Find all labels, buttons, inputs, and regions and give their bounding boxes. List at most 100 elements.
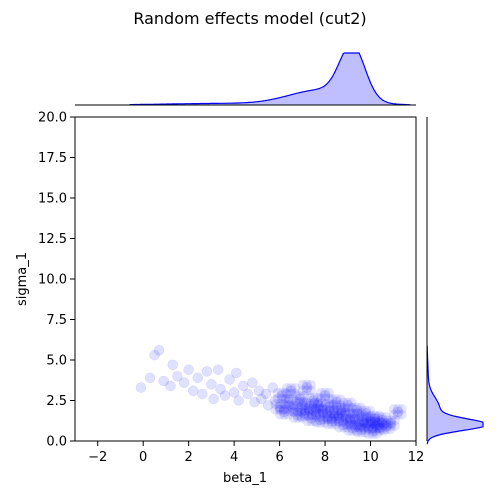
scatter-point [315,387,326,398]
scatter-point [306,413,317,424]
scatter-point [346,397,357,408]
scatter-point [288,407,299,418]
scatter-point [153,345,165,356]
scatter-point [363,424,374,435]
scatter-point [304,406,315,417]
scatter-point [303,411,314,422]
scatter-point [212,364,224,375]
scatter-point [287,403,299,414]
scatter-point [351,425,362,436]
scatter-point [333,416,344,427]
scatter-point [283,404,294,415]
scatter-point [367,424,378,435]
scatter-point [365,419,376,430]
scatter-point [280,387,291,398]
scatter-point [288,412,299,423]
scatter-point [302,410,313,421]
scatter-point [242,388,254,400]
scatter-point [351,404,363,416]
scatter-point [285,388,296,399]
scatter-point [359,418,370,429]
scatter-point [313,397,324,408]
scatter-point [338,419,349,431]
scatter-point [340,408,351,419]
scatter-point [351,402,362,413]
scatter-point [358,417,369,428]
scatter-point [378,425,389,436]
scatter-point [315,404,326,415]
scatter-point [304,392,315,403]
scatter-point [354,416,365,427]
scatter-point [329,410,340,421]
scatter-point [313,403,324,414]
scatter-point [310,416,321,427]
scatter-point [376,414,388,426]
scatter-point [356,424,367,435]
scatter-point [312,400,324,411]
scatter-point [355,408,366,419]
scatter-point [376,417,387,428]
scatter-point [315,412,326,423]
scatter-point [344,412,355,423]
scatter-point [392,409,403,420]
x-tick-label: −2 [88,450,107,465]
scatter-point [333,413,344,424]
scatter-point [361,419,372,430]
scatter-point [355,402,366,413]
scatter-point [333,411,344,422]
scatter-point [275,404,286,415]
scatter-point [388,409,399,420]
y-tick-label: 0.0 [46,435,67,450]
scatter-point [262,400,274,411]
scatter-point [299,411,310,422]
y-axis-label: sigma_1 [15,252,30,306]
scatter-point [347,420,358,431]
scatter-point [228,387,240,398]
scatter-point [396,404,407,415]
scatter-point [288,400,299,411]
scatter-point [317,404,329,416]
scatter-point [172,370,183,382]
scatter-point [380,417,391,428]
scatter-point [360,408,372,419]
scatter-point [371,429,382,440]
scatter-point [363,418,374,429]
scatter-point [370,425,381,436]
scatter-point [363,421,374,432]
scatter-point [340,402,351,413]
scatter-point [319,417,330,428]
scatter-point [329,405,340,416]
scatter-point [331,408,342,419]
x-tick-label: 0 [139,450,147,465]
scatter-point [281,382,292,393]
y-tick-label: 15.0 [38,192,67,207]
scatter-point [260,388,272,400]
scatter-point [376,412,387,423]
scatter-point [331,394,342,405]
scatter-point [338,416,349,427]
scatter-point [302,416,313,427]
scatter-point [300,406,311,417]
scatter-point [310,409,321,420]
scatter-point [305,385,316,396]
scatter-point [328,399,339,410]
scatter-point [326,419,337,430]
scatter-point [343,420,354,431]
scatter-point [371,423,382,434]
scatter-point [201,366,213,377]
scatter-point [280,393,291,404]
scatter-point [313,408,324,419]
scatter-point [312,398,323,409]
scatter-point [345,408,356,419]
scatter-point [303,405,314,416]
scatter-point [306,409,317,420]
scatter-point [344,416,356,427]
scatter-point [275,409,286,420]
scatter-point [325,411,336,422]
scatter-point [322,413,333,424]
scatter-point [292,406,303,417]
scatter-point [343,425,354,436]
y-tick-label: 2.5 [46,394,67,409]
scatter-point [392,406,404,418]
scatter-point [356,421,367,432]
